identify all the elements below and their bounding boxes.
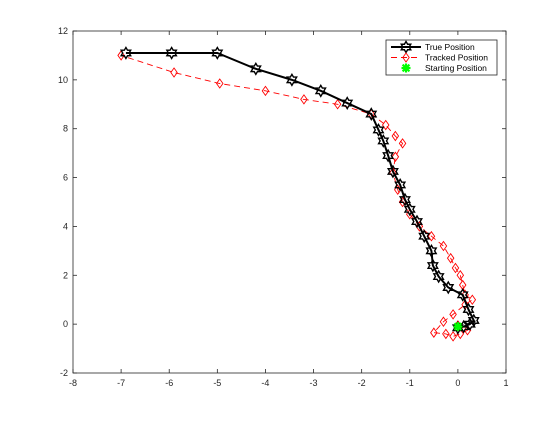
tracked-position-point <box>333 99 342 110</box>
tracked-position-point <box>449 309 457 320</box>
tracked-position-point <box>446 252 455 264</box>
y-tick-label: -2 <box>60 368 68 378</box>
true-position-point <box>463 317 476 332</box>
true-position-point <box>403 202 416 217</box>
series-true-position <box>119 46 480 335</box>
tracked-position-point <box>391 151 400 163</box>
tracked-position-point <box>261 85 270 97</box>
true-position-point <box>165 46 178 60</box>
x-tick-label: -5 <box>213 378 221 388</box>
tracked-position-point <box>439 316 448 327</box>
x-tick-label: -3 <box>310 378 318 388</box>
legend-label-starting-position: Starting Position <box>425 63 487 73</box>
true-position-point <box>467 313 480 328</box>
true-position-point <box>386 164 399 179</box>
tracked-position-point <box>300 94 308 105</box>
y-tick-label: 8 <box>63 124 68 134</box>
axes <box>72 30 507 374</box>
tracked-position-point <box>170 67 178 78</box>
true-position-point <box>456 287 469 302</box>
y-tick-label: 10 <box>58 75 68 85</box>
legend-entry-starting-position: Starting Position <box>401 63 487 73</box>
x-tick-label: -6 <box>165 378 173 388</box>
true-position-point <box>341 96 354 110</box>
x-tick-label: -4 <box>261 378 269 388</box>
plot-frame <box>72 30 507 374</box>
true-position-point <box>314 83 327 98</box>
x-tick-label: -1 <box>406 378 414 388</box>
tracked-position-point <box>451 262 460 274</box>
true-position-point <box>462 302 475 317</box>
true-position-point <box>372 123 385 137</box>
true-position-point <box>451 320 464 335</box>
x-tick-label: -7 <box>117 378 125 388</box>
tracked-position-point <box>468 294 477 305</box>
true-position-point <box>394 178 407 192</box>
y-tick-label: 2 <box>63 270 68 280</box>
tracked-position-point <box>391 130 400 142</box>
legend-label-true-position: True Position <box>425 42 475 52</box>
plot-series <box>117 46 480 342</box>
true-position-point <box>432 269 445 284</box>
star-stroke <box>401 63 411 73</box>
tracked-position-point <box>381 119 390 131</box>
x-tick-label: -2 <box>358 378 366 388</box>
y-tick-label: 6 <box>63 173 68 183</box>
starting-position-point <box>453 322 463 332</box>
tracked-position-point <box>117 50 125 61</box>
tracked-position-point <box>439 240 448 252</box>
tracked-position-point <box>398 138 407 149</box>
true-position-point <box>285 72 298 87</box>
true-position-point <box>249 61 262 76</box>
true-position-point <box>119 46 132 60</box>
true-position-point <box>377 134 390 148</box>
y-tick-label: 0 <box>63 319 68 329</box>
y-tick-label: 12 <box>58 26 68 36</box>
tracked-position-point <box>430 327 438 338</box>
true-position-point <box>398 192 411 207</box>
true-position-point <box>411 214 423 229</box>
true-position-point <box>426 258 439 273</box>
true-position-point <box>425 243 438 258</box>
tracked-position-point <box>427 230 436 242</box>
true-position-point <box>418 229 431 244</box>
tracked-position-point <box>456 270 465 281</box>
legend-marker-starting-position <box>401 63 411 73</box>
true-position-point <box>382 148 395 163</box>
legend-label-tracked-position: Tracked Position <box>425 53 488 63</box>
true-position-line <box>125 51 475 329</box>
legend-entry-tracked-position: Tracked Position <box>391 52 488 63</box>
tracked-position-point <box>449 331 457 342</box>
x-tick-label: -8 <box>69 378 77 388</box>
tracked-position-line <box>120 55 474 337</box>
legend-marker-tracked-position <box>402 52 410 63</box>
tracked-position-point <box>215 78 224 89</box>
series-tracked-position <box>117 50 477 342</box>
series-starting-position <box>453 322 463 332</box>
x-tick-label: 0 <box>455 378 460 388</box>
true-position-point <box>365 107 378 121</box>
x-axis-ticks: -8 -7 -6 -5 -4 -3 -2 -1 0 1 <box>69 31 509 388</box>
tracked-position-point <box>442 328 450 340</box>
x-tick-label: 1 <box>503 378 508 388</box>
true-position-point <box>442 280 455 295</box>
y-tick-label: 4 <box>63 221 68 231</box>
true-position-point <box>211 46 224 60</box>
y-axis-ticks: -2 0 2 4 6 8 10 12 <box>58 26 506 378</box>
star-stroke <box>453 322 463 331</box>
